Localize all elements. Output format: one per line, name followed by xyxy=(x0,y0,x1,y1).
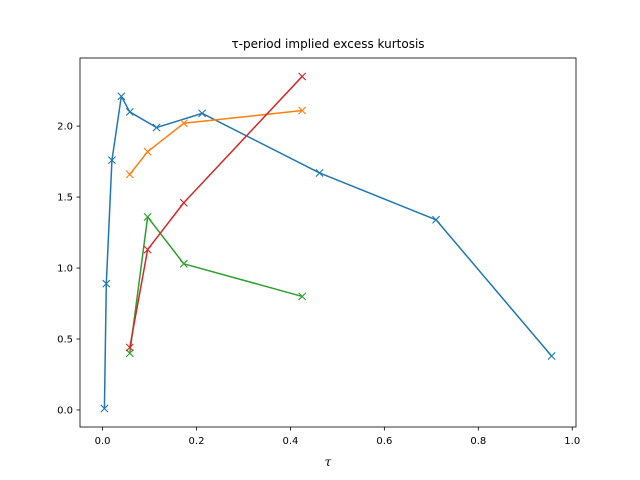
y-tick-label: 0.0 xyxy=(57,405,73,416)
series-layer xyxy=(100,72,556,413)
x-tick-label: 1.0 xyxy=(564,436,580,447)
data-point xyxy=(179,259,188,268)
plot-frame xyxy=(79,57,577,428)
data-point xyxy=(125,170,134,179)
series-line xyxy=(129,75,303,348)
data-point xyxy=(102,279,111,288)
data-point xyxy=(143,147,152,156)
y-tick-label: 2.0 xyxy=(57,122,73,133)
data-point xyxy=(298,106,307,115)
y-tick-label: 1.0 xyxy=(57,264,73,275)
x-tick-label: 0.8 xyxy=(470,436,486,447)
data-point xyxy=(315,168,324,177)
data-point xyxy=(100,404,109,413)
series-2 xyxy=(125,106,307,179)
x-tick-label: 0.6 xyxy=(376,436,392,447)
chart-title: τ-period implied excess kurtosis xyxy=(231,37,424,51)
data-point xyxy=(298,72,307,81)
data-point xyxy=(125,107,134,116)
data-point xyxy=(143,212,152,221)
y-tick-label: 0.5 xyxy=(57,335,73,346)
series-line xyxy=(103,95,553,409)
data-point xyxy=(117,92,126,101)
data-point xyxy=(143,245,152,254)
data-point xyxy=(107,156,116,165)
data-point xyxy=(298,292,307,301)
data-point xyxy=(432,215,441,224)
x-tick-label: 0.0 xyxy=(95,436,111,447)
x-axis-label: τ xyxy=(325,455,332,469)
series-4 xyxy=(125,72,307,352)
ticks-layer: 0.0 0.2 0.4 0.6 0.8 1.0 0.0 0.5 1.0 1.5 2.0 xyxy=(57,122,580,447)
data-point xyxy=(198,109,207,118)
data-point xyxy=(125,343,134,352)
series-1 xyxy=(100,92,556,413)
y-tick-label: 1.5 xyxy=(57,193,73,204)
series-3 xyxy=(125,212,307,358)
series-line xyxy=(129,216,303,354)
data-point xyxy=(179,119,188,128)
series-line xyxy=(129,109,303,175)
x-tick-label: 0.2 xyxy=(189,436,205,447)
data-point xyxy=(152,123,161,132)
data-point xyxy=(179,198,188,207)
data-point xyxy=(125,349,134,358)
data-point xyxy=(547,352,556,361)
x-tick-label: 0.4 xyxy=(282,436,298,447)
